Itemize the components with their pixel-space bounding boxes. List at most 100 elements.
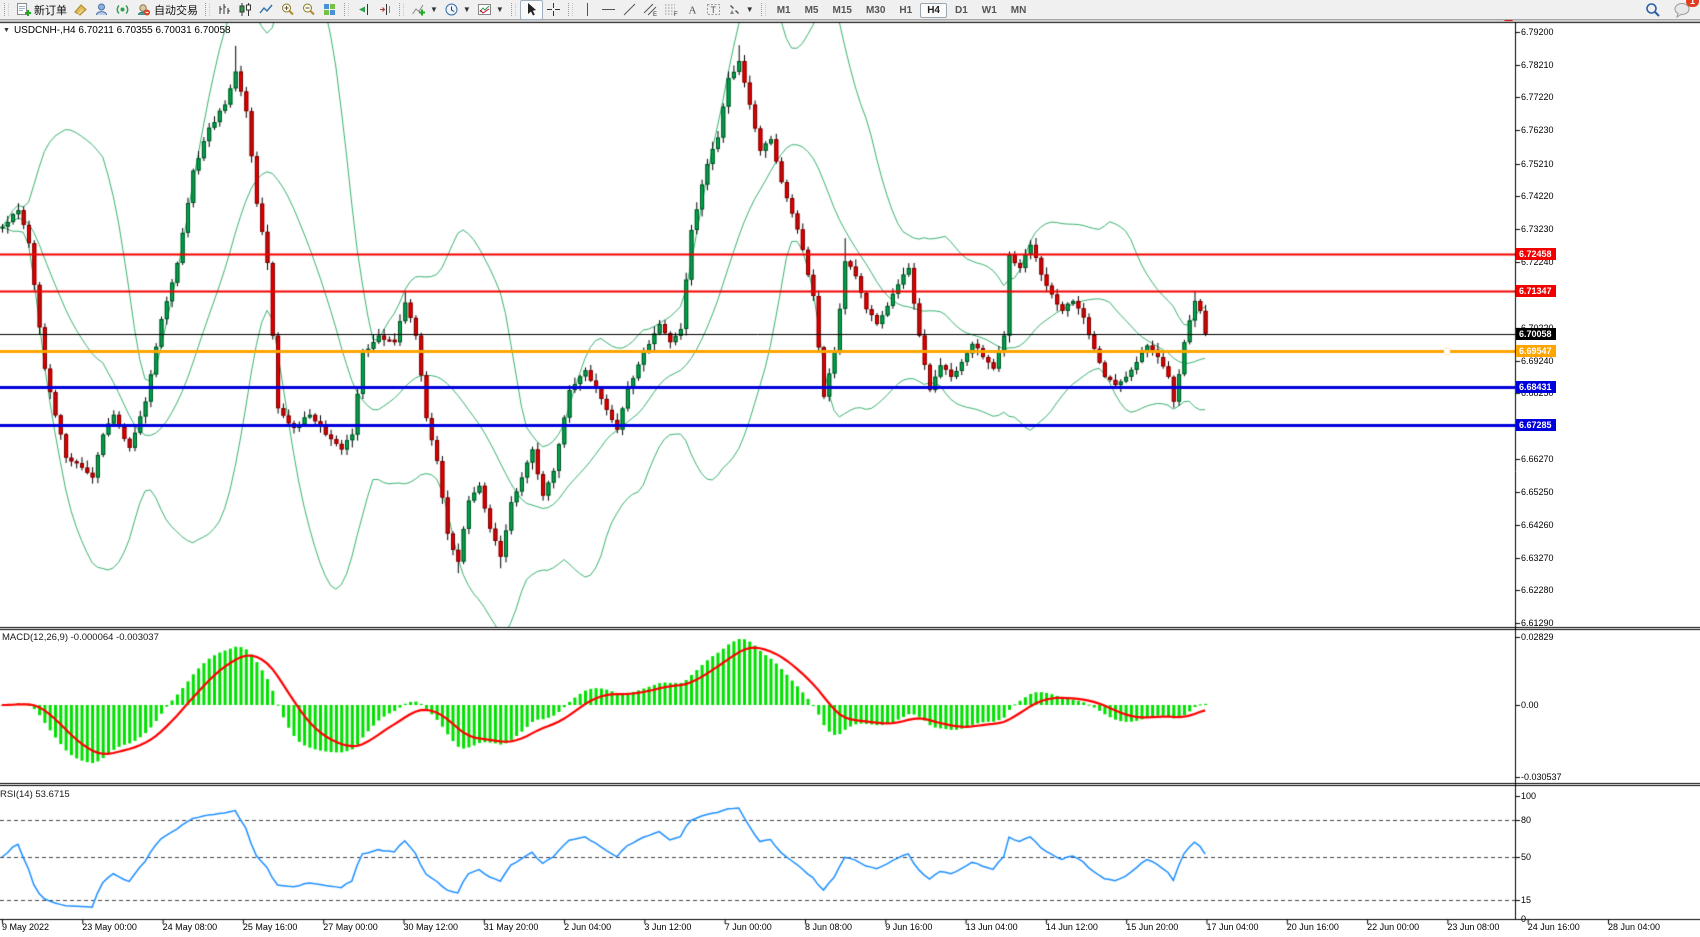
fibonacci-icon: F — [664, 2, 679, 18]
price-axis-tick: 6.76230 — [1521, 125, 1554, 135]
timeframe-h1[interactable]: H1 — [899, 4, 913, 16]
timeframe-h4[interactable]: H4 — [920, 2, 947, 18]
time-axis-label: 24 May 08:00 — [162, 922, 218, 932]
indicators-button[interactable]: ▼ — [408, 1, 441, 19]
macd-axis-tick: 0.00 — [1521, 700, 1539, 710]
chart-title-text: USDCNH-,H4 6.70211 6.70355 6.70031 6.700… — [13, 25, 231, 36]
price-axis-tick: 6.73230 — [1521, 224, 1554, 234]
text-label-icon: T — [706, 2, 721, 17]
time-axis-label: 24 Jun 16:00 — [1527, 922, 1580, 932]
chevron-down-icon: ▼ — [462, 5, 471, 14]
time-axis-label: 30 May 12:00 — [403, 922, 459, 932]
time-axis-label: 31 May 20:00 — [483, 922, 539, 932]
time-axis-label: 17 Jun 04:00 — [1206, 922, 1259, 932]
autotrading-button[interactable]: 自动交易 — [133, 1, 201, 19]
price-axis-tick: 6.77220 — [1521, 92, 1554, 103]
price-level-badge: 6.69547 — [1516, 344, 1556, 357]
chart-title: ▼ USDCNH-,H4 6.70211 6.70355 6.70031 6.7… — [3, 25, 231, 36]
search-button[interactable] — [1642, 1, 1663, 19]
timeframe-w1[interactable]: W1 — [981, 4, 997, 16]
time-axis-label: 28 Jun 04:00 — [1608, 922, 1661, 932]
vertical-line-button[interactable] — [577, 1, 598, 19]
macd-label: MACD(12,26,9) -0.000064 -0.003037 — [2, 632, 159, 643]
cursor-button[interactable] — [519, 0, 543, 20]
templates-button[interactable]: ▼ — [474, 1, 507, 19]
time-axis-label: 9 Jun 16:00 — [885, 922, 933, 932]
periods-button[interactable]: ▼ — [441, 1, 474, 19]
time-axis-label: 7 Jun 00:00 — [724, 922, 772, 932]
chat-icon — [1674, 2, 1690, 19]
toolbar-grip[interactable] — [205, 3, 210, 16]
svg-text:E: E — [653, 12, 657, 17]
timeframe-m30[interactable]: M30 — [865, 4, 886, 16]
tile-windows-button[interactable] — [319, 1, 340, 19]
signal-button[interactable] — [112, 1, 133, 19]
timeframe-m1[interactable]: M1 — [776, 4, 791, 16]
zoom-out-icon — [301, 2, 316, 17]
chart-menu-icon[interactable]: ▼ — [3, 27, 10, 34]
rsi-axis-tick: 50 — [1521, 852, 1532, 862]
trendline-button[interactable] — [619, 1, 640, 19]
chevron-down-icon: ▼ — [495, 5, 504, 14]
rsi-axis-tick: 100 — [1521, 790, 1537, 801]
macd-axis-tick: -0.030537 — [1521, 772, 1562, 782]
new-order-icon — [16, 2, 31, 17]
chevron-down-icon: ▼ — [430, 5, 438, 14]
vertical-line-icon — [580, 2, 595, 17]
line-chart-button[interactable] — [256, 1, 277, 19]
toolbar-grip[interactable] — [344, 3, 349, 16]
price-axis-tick: 6.72240 — [1521, 256, 1554, 267]
text-button[interactable]: A — [682, 1, 703, 19]
price-level-badge: 6.70058 — [1516, 327, 1556, 340]
timeframe-d1[interactable]: D1 — [955, 4, 968, 16]
timeframe-m5[interactable]: M5 — [804, 4, 819, 16]
price-axis-tick: 6.66270 — [1521, 453, 1554, 464]
zoom-in-button[interactable] — [277, 1, 298, 19]
toolbar-grip[interactable] — [510, 3, 516, 16]
auto-scroll-button[interactable] — [353, 1, 374, 19]
candlestick-chart-button[interactable] — [235, 1, 256, 19]
time-axis-label: 15 Jun 20:00 — [1126, 922, 1179, 932]
fibonacci-button[interactable]: F — [661, 1, 682, 19]
profile-button[interactable] — [91, 1, 112, 19]
arrows-button[interactable]: ▼ — [724, 1, 757, 19]
horizontal-line-button[interactable] — [598, 1, 619, 19]
toolbar-grip[interactable] — [760, 3, 766, 16]
bar-chart-button[interactable] — [214, 1, 235, 19]
channel-button[interactable]: E — [640, 1, 661, 19]
toolbar-grip[interactable] — [567, 3, 573, 16]
periods-icon — [444, 2, 459, 17]
toolbar-grip[interactable] — [399, 3, 404, 16]
text-icon: A — [685, 2, 700, 17]
toolbar-right: 1 — [1642, 0, 1700, 19]
time-axis-label: 2 Jun 04:00 — [564, 922, 612, 932]
line-chart-icon — [259, 2, 274, 17]
price-level-badge: 6.72458 — [1516, 248, 1556, 261]
chart-shift-button[interactable] — [374, 1, 395, 19]
chat-button[interactable]: 1 — [1671, 0, 1699, 19]
toolbar-grip[interactable] — [4, 3, 9, 16]
timeframe-mn[interactable]: MN — [1010, 4, 1027, 16]
eraser-icon — [73, 2, 88, 17]
macd-axis-tick: 0.02829 — [1521, 631, 1554, 642]
crosshair-button[interactable] — [543, 1, 564, 19]
eraser-button[interactable] — [70, 1, 91, 19]
price-axis-tick: 6.69240 — [1521, 355, 1554, 366]
new-order-button[interactable]: 新订单 — [13, 1, 70, 19]
price-level-badge: 6.67285 — [1516, 419, 1556, 432]
channel-icon: E — [643, 2, 658, 18]
templates-icon — [477, 2, 492, 17]
price-axis-tick: 6.78210 — [1521, 59, 1554, 70]
profile-icon — [94, 2, 109, 17]
crosshair-icon — [546, 2, 561, 17]
autotrading-icon — [136, 2, 151, 17]
chart-shift-icon — [377, 2, 392, 17]
time-axis-label: 3 Jun 12:00 — [644, 922, 692, 932]
text-label-button[interactable]: T — [703, 1, 724, 19]
new-order-label: 新订单 — [34, 4, 67, 17]
zoom-out-button[interactable] — [298, 1, 319, 19]
time-axis-label: 20 Jun 16:00 — [1286, 922, 1339, 932]
timeframe-m15[interactable]: M15 — [832, 4, 852, 16]
price-axis-tick: 6.64260 — [1521, 520, 1554, 531]
